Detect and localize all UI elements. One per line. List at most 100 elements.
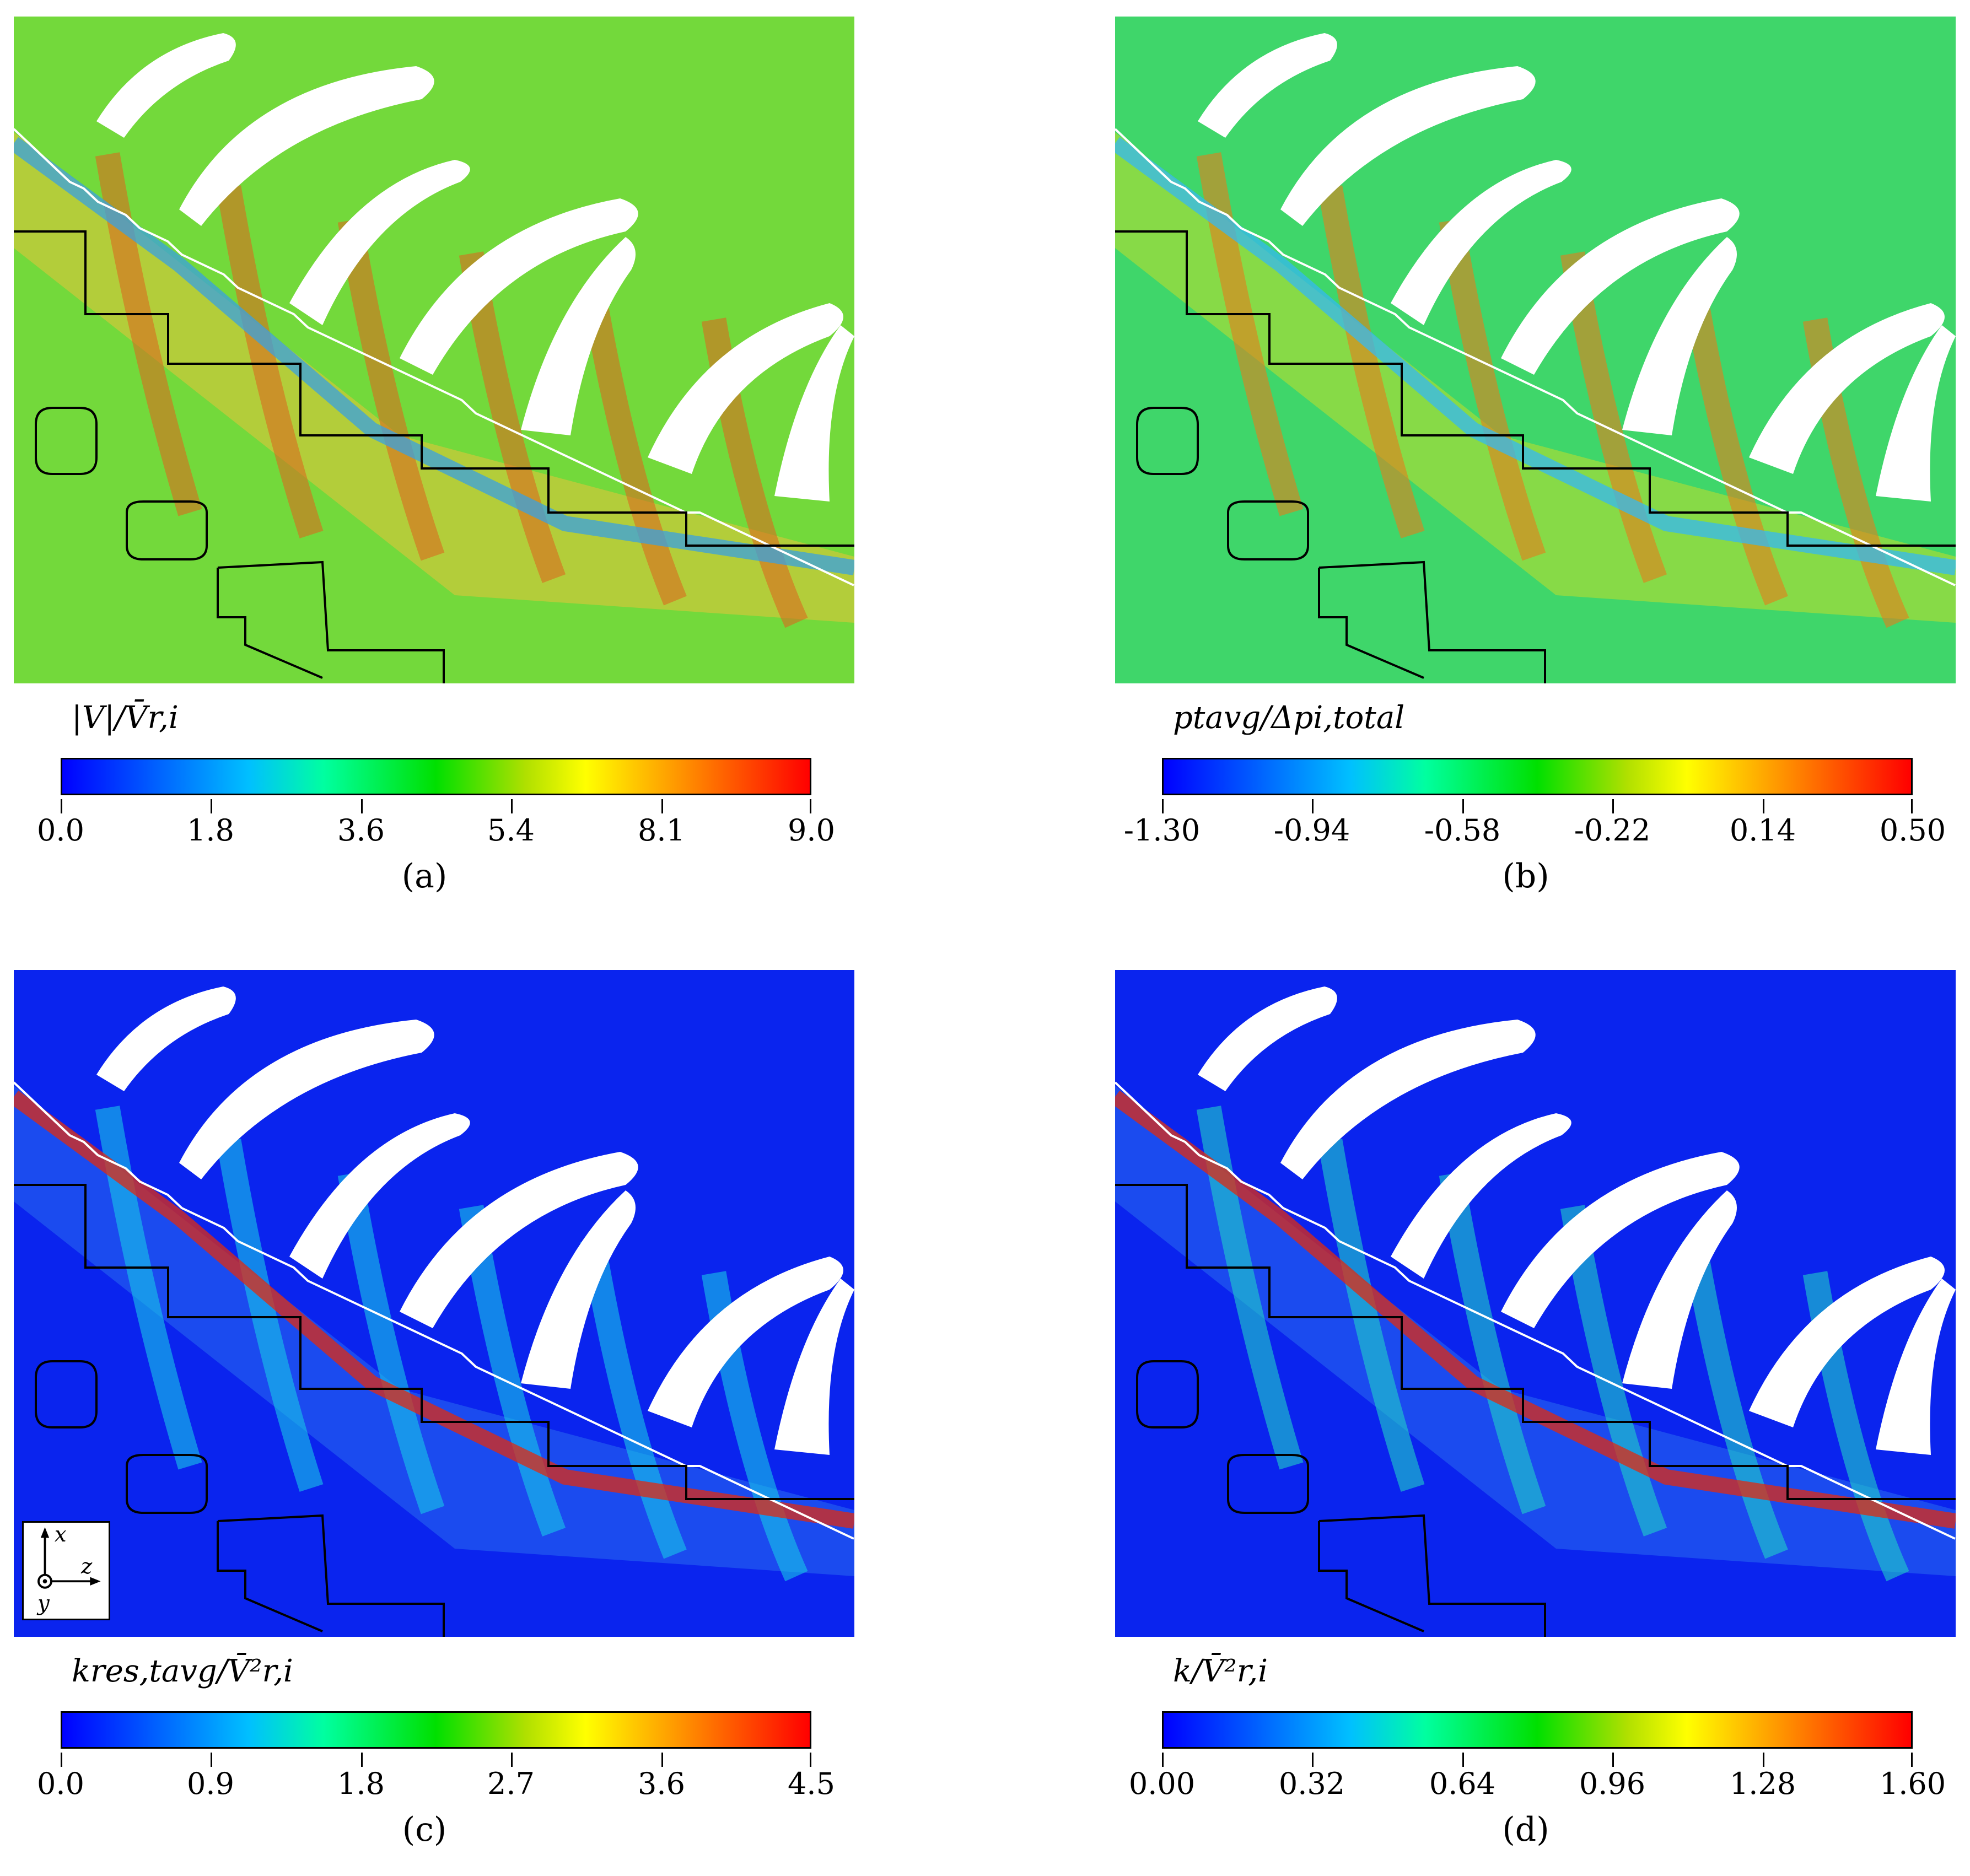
blade xyxy=(1391,1113,1571,1279)
colorbar-label: |V|/V̄r,i xyxy=(72,700,179,736)
panel-letter: (b) xyxy=(1502,857,1549,896)
panel-letter: (a) xyxy=(401,857,448,896)
blade xyxy=(521,1190,636,1389)
packing-outline xyxy=(1136,1360,1199,1428)
wake-streak xyxy=(1439,1172,1546,1514)
interface-line xyxy=(14,128,854,586)
pressure-field xyxy=(1115,17,1956,683)
blade xyxy=(1622,1190,1737,1389)
packing-outline xyxy=(126,500,208,560)
blade xyxy=(289,160,470,325)
tick-label: 1.8 xyxy=(337,1766,385,1801)
colorbar xyxy=(61,1711,811,1749)
tick-label: 0.14 xyxy=(1729,813,1796,848)
shear-layer xyxy=(14,137,854,575)
contour-line xyxy=(1115,1184,1956,1500)
tick-label: -0.58 xyxy=(1424,813,1501,848)
tick-label: 3.6 xyxy=(638,1766,685,1801)
packing-outline xyxy=(217,560,445,683)
panel-d: k/V̄²r,i 0.00 0.32 0.64 0.96 1.28 1.60 (… xyxy=(1101,953,1956,1849)
blade xyxy=(1876,325,1956,502)
velocity-magnitude-field xyxy=(14,17,854,683)
blade xyxy=(179,66,434,226)
tick-label: 4.5 xyxy=(788,1766,835,1801)
blade xyxy=(1391,160,1571,325)
packing-outline xyxy=(217,1514,445,1637)
wake-streak xyxy=(337,1172,445,1514)
blade xyxy=(1622,237,1737,435)
wake-streak xyxy=(1317,1139,1425,1492)
wake-streak xyxy=(1317,185,1425,538)
tick-label: 8.1 xyxy=(638,813,685,848)
blade xyxy=(1876,1279,1956,1455)
tick-label: 9.0 xyxy=(788,813,835,848)
colorbar-ticks xyxy=(1162,799,1913,816)
wake-streak xyxy=(1196,152,1304,516)
wake-streak xyxy=(1681,1238,1788,1559)
colorbar xyxy=(1162,1711,1913,1749)
colorbar xyxy=(61,758,811,795)
wake-streak xyxy=(216,1139,324,1492)
blade xyxy=(96,33,236,138)
colorbar-label: ptavg/Δpi,total xyxy=(1173,700,1405,736)
blade xyxy=(1749,303,1945,474)
tick-label: 1.60 xyxy=(1879,1766,1946,1801)
colorbar-ticks xyxy=(61,1753,811,1769)
wake-streak xyxy=(580,1238,687,1559)
packing-outline xyxy=(35,1360,98,1428)
blade xyxy=(648,303,843,474)
tick-label: 0.00 xyxy=(1128,1766,1196,1801)
blade xyxy=(1749,1257,1945,1427)
modeled-tke-field xyxy=(1115,970,1956,1637)
coordinate-axes-inset: x z y xyxy=(22,1521,110,1620)
packing-outline xyxy=(1227,500,1309,560)
shear-layer xyxy=(1115,137,1956,575)
interface-line xyxy=(1115,1081,1956,1540)
blade xyxy=(1501,1152,1740,1328)
interface-line xyxy=(14,1081,854,1540)
tick-label: -0.94 xyxy=(1273,813,1350,848)
wake-streak xyxy=(216,185,324,538)
colorbar xyxy=(1162,758,1913,795)
tick-label: 0.50 xyxy=(1879,813,1946,848)
blade xyxy=(1198,33,1337,138)
wake-streak xyxy=(1681,284,1788,606)
tick-label: -0.22 xyxy=(1574,813,1651,848)
packing-outline xyxy=(126,1454,208,1514)
colorbar-label: k/V̄²r,i xyxy=(1173,1653,1268,1689)
blade xyxy=(774,325,854,502)
panel-a: |V|/V̄r,i 0.0 1.8 3.6 5.4 8.1 9.0 (a) xyxy=(0,0,854,896)
blade xyxy=(96,986,236,1091)
packing-outline xyxy=(1227,1454,1309,1514)
tick-label: -1.30 xyxy=(1123,813,1201,848)
tick-label: 0.0 xyxy=(37,1766,84,1801)
tick-label: 0.0 xyxy=(37,813,84,848)
blade xyxy=(400,198,638,375)
blade xyxy=(1280,1020,1536,1179)
axis-z-label: z xyxy=(80,1554,93,1579)
packing-outline xyxy=(35,407,98,475)
shear-layer xyxy=(1115,1090,1956,1529)
panel-b: ptavg/Δpi,total -1.30 -0.94 -0.58 -0.22 … xyxy=(1101,0,1956,896)
resolved-tke-field xyxy=(14,970,854,1637)
blade xyxy=(179,1020,434,1179)
colorbar-ticks xyxy=(61,799,811,816)
blade xyxy=(1198,986,1337,1091)
contour-line xyxy=(1115,230,1956,547)
tick-label: 0.96 xyxy=(1579,1766,1646,1801)
blade xyxy=(1280,66,1536,226)
panel-letter: (d) xyxy=(1502,1810,1549,1849)
blade xyxy=(1501,198,1740,375)
tick-label: 3.6 xyxy=(337,813,385,848)
wake-streak xyxy=(1439,218,1546,561)
interface-line xyxy=(1115,128,1956,586)
shear-layer xyxy=(14,1090,854,1529)
tick-label: 1.28 xyxy=(1729,1766,1796,1801)
tick-label: 2.7 xyxy=(487,1766,535,1801)
wake-streak xyxy=(580,284,687,606)
wake-streak xyxy=(95,152,202,516)
wake-streak xyxy=(1196,1106,1304,1470)
blade xyxy=(521,237,636,435)
packing-outline xyxy=(1318,1514,1546,1637)
colorbar-ticks xyxy=(1162,1753,1913,1769)
